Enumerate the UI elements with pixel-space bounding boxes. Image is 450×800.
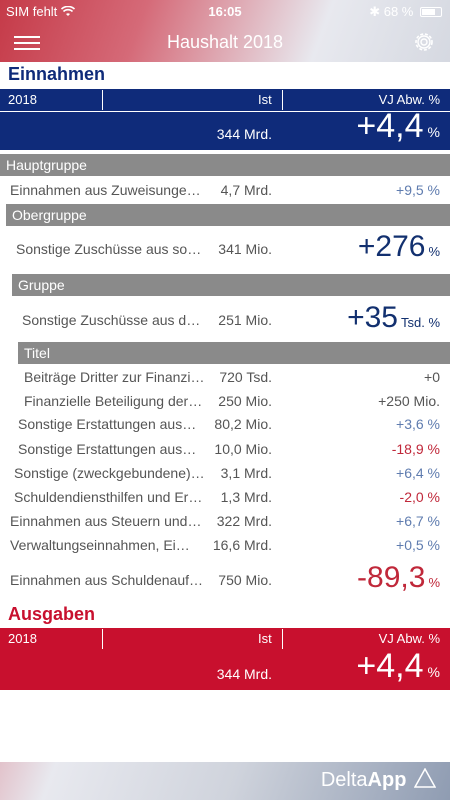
logo-text-delta: Delta	[320, 769, 368, 791]
row-change: +9,5	[396, 182, 424, 198]
col-ist: Ist	[258, 631, 272, 646]
group-label-titel: Titel	[18, 342, 450, 364]
list-item[interactable]: Verwaltungseinnahmen, Ei… 16,6 Mrd. +0,5…	[0, 537, 450, 559]
list-item[interactable]: Beiträge Dritter zur Finanzi… 720 Tsd. +…	[18, 369, 450, 391]
row-amount: 10,0 Mio.	[214, 441, 272, 457]
list-item[interactable]: Schuldendiensthilfen und Er… 1,3 Mrd. -2…	[6, 489, 450, 511]
app-header: Haushalt 2018	[0, 22, 450, 62]
status-right: ✱ 68 %	[369, 4, 442, 20]
einnahmen-total-amount: 344 Mrd.	[216, 126, 272, 142]
carrier: SIM fehlt	[6, 4, 75, 19]
row-change: +0	[424, 369, 440, 385]
row-amount: 4,7 Mrd.	[220, 182, 272, 198]
row-amount: 1,3 Mrd.	[220, 489, 272, 505]
row-change: +250 Mio.	[378, 393, 440, 409]
ausgaben-total-unit: %	[427, 664, 440, 680]
ausgaben-title: Ausgaben	[8, 604, 96, 624]
row-name: Verwaltungseinnahmen, Ei…	[10, 537, 190, 553]
battery-icon	[420, 7, 442, 17]
row-unit: %	[427, 416, 440, 432]
col-vj: VJ Abw. %	[378, 631, 440, 646]
row-unit: %	[428, 575, 440, 590]
row-amount: 341 Mio.	[218, 241, 272, 257]
list-item[interactable]: Sonstige (zweckgebundene)… 3,1 Mrd. +6,4…	[6, 465, 450, 487]
einnahmen-total[interactable]: 344 Mrd. +4,4%	[0, 107, 450, 150]
content-panel: Einnahmen 2018 Ist VJ Abw. % 344 Mrd. +4…	[0, 62, 450, 762]
col-year: 2018	[8, 631, 37, 646]
ausgaben-column-header: 2018 Ist VJ Abw. %	[0, 628, 450, 650]
group-label-obergruppe: Obergruppe	[6, 204, 450, 226]
einnahmen-total-unit: %	[427, 124, 440, 140]
row-change: +35	[347, 301, 398, 334]
row-unit: %	[427, 441, 440, 457]
row-name: Beiträge Dritter zur Finanzi…	[24, 369, 205, 385]
list-item[interactable]: Sonstige Erstattungen aus… 10,0 Mio. -18…	[12, 441, 450, 463]
row-name: Sonstige (zweckgebundene)…	[14, 465, 205, 481]
row-name: Einnahmen aus Zuweisunge…	[10, 182, 201, 198]
gear-icon[interactable]	[412, 30, 436, 54]
row-amount: 80,2 Mio.	[214, 416, 272, 432]
row-name: Sonstige Erstattungen aus…	[18, 441, 197, 457]
ausgaben-total-amount: 344 Mrd.	[216, 666, 272, 682]
menu-icon[interactable]	[14, 35, 40, 51]
row-change: +276	[357, 230, 426, 263]
row-name: Sonstige Zuschüsse aus son…	[16, 241, 206, 257]
row-name: Einnahmen aus Steuern und…	[10, 513, 202, 529]
einnahmen-title: Einnahmen	[8, 64, 106, 84]
list-item[interactable]: Sonstige Erstattungen aus… 80,2 Mio. +3,…	[12, 416, 450, 438]
row-amount: 16,6 Mrd.	[212, 537, 272, 553]
battery-text: 68 %	[383, 4, 414, 19]
row-unit: %	[428, 244, 440, 259]
row-change: -89,3	[357, 561, 426, 594]
row-unit: %	[427, 513, 440, 529]
row-change: +3,6	[396, 416, 424, 432]
row-change: -2,0	[399, 489, 424, 505]
group-label-hauptgruppe: Hauptgruppe	[0, 154, 450, 176]
row-change: +6,4	[396, 465, 424, 481]
row-unit: %	[427, 465, 440, 481]
row-amount: 251 Mio.	[218, 312, 272, 328]
carrier-text: SIM fehlt	[6, 4, 58, 19]
col-vj: VJ Abw. %	[378, 92, 440, 107]
row-name: Sonstige Zuschüsse aus de…	[22, 312, 206, 328]
ausgaben-total-change: +4,4	[356, 647, 424, 685]
page-title: Haushalt 2018	[166, 32, 284, 52]
status-bar: SIM fehlt 16:05 ✱ 68 %	[0, 0, 450, 22]
bluetooth-icon: ✱	[369, 4, 381, 19]
list-item[interactable]: Einnahmen aus Schuldenauf… 750 Mio. -89,…	[0, 561, 450, 603]
row-amount: 250 Mio.	[218, 393, 272, 409]
row-name: Sonstige Erstattungen aus…	[18, 416, 197, 432]
row-unit: %	[427, 489, 440, 505]
row-name: Einnahmen aus Schuldenauf…	[10, 572, 204, 588]
row-amount: 322 Mrd.	[216, 513, 272, 529]
ausgaben-total[interactable]: 344 Mrd. +4,4%	[0, 647, 450, 690]
row-unit: %	[427, 537, 440, 553]
group-label-gruppe: Gruppe	[12, 274, 450, 296]
row-change: +0,5	[396, 537, 424, 553]
row-unit: %	[427, 182, 440, 198]
col-ist: Ist	[258, 92, 272, 107]
triangle-icon	[412, 767, 437, 791]
col-year: 2018	[8, 92, 37, 107]
list-item[interactable]: Einnahmen aus Steuern und… 322 Mrd. +6,7…	[0, 513, 450, 535]
row-amount: 3,1 Mrd.	[220, 465, 272, 481]
row-amount: 750 Mio.	[218, 572, 272, 588]
row-unit: Tsd. %	[400, 315, 440, 330]
list-item[interactable]: Einnahmen aus Zuweisunge… 4,7 Mrd. +9,5 …	[0, 182, 450, 204]
row-change: -18,9	[391, 441, 424, 457]
row-amount: 720 Tsd.	[219, 369, 272, 385]
einnahmen-total-change: +4,4	[356, 107, 424, 145]
row-name: Finanzielle Beteiligung der…	[24, 393, 203, 409]
list-item[interactable]: Sonstige Zuschüsse aus de… 251 Mio. +35 T…	[12, 298, 450, 342]
wifi-icon	[60, 4, 75, 19]
list-item[interactable]: Sonstige Zuschüsse aus son… 341 Mio. +27…	[6, 228, 450, 272]
einnahmen-column-header: 2018 Ist VJ Abw. %	[0, 89, 450, 111]
row-change: +6,7	[396, 513, 424, 529]
deltaapp-logo: DeltaApp	[320, 767, 437, 792]
list-item[interactable]: Finanzielle Beteiligung der… 250 Mio. +2…	[18, 393, 450, 415]
logo-text-app: App	[367, 769, 407, 791]
clock: 16:05	[208, 4, 242, 19]
row-name: Schuldendiensthilfen und Er…	[14, 489, 203, 505]
footer: DeltaApp	[0, 762, 450, 800]
